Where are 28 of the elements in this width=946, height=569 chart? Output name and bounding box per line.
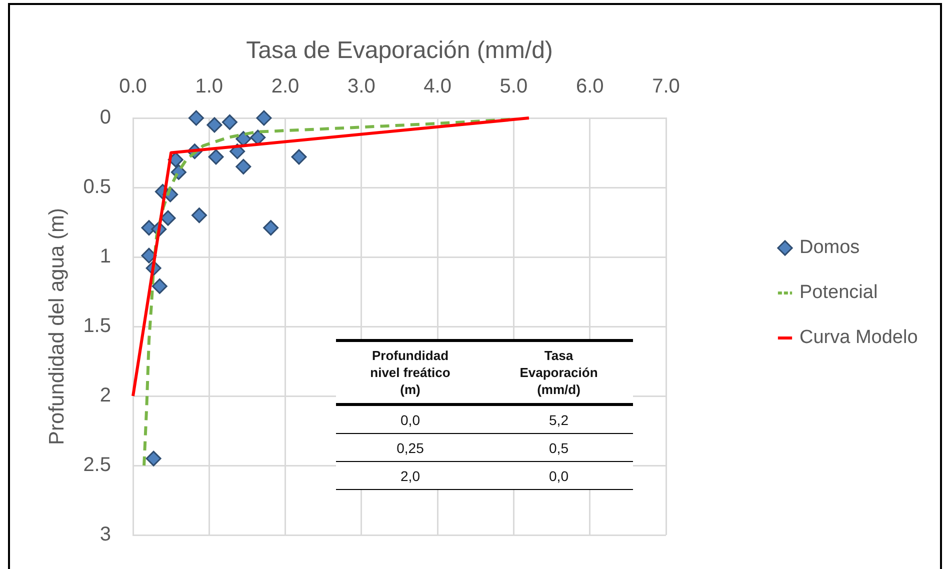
annotation: Profundidad nivel freático (m) <box>369 347 452 398</box>
y-tick-label: 1 <box>100 246 111 268</box>
x-tick-label: 2.0 <box>271 76 300 98</box>
legend-label: Curva Modelo <box>800 327 918 348</box>
y-tick-label: 3 <box>100 524 111 546</box>
x-tick-label: 7.0 <box>652 76 680 98</box>
annotation: 0,25 <box>336 434 484 462</box>
annotation: Tasa Evaporación (mm/d) <box>518 347 599 398</box>
annotation: 0,5 <box>484 434 633 462</box>
annotation: 5,2 <box>484 404 633 434</box>
x-tick-label: 1.0 <box>195 76 224 98</box>
x-axis-title: Tasa de Evaporación (mm/d) <box>246 37 553 64</box>
y-tick-label: 0.5 <box>83 176 111 198</box>
y-axis-title: Profundidad del agua (m) <box>45 208 68 445</box>
x-tick-label: 6.0 <box>576 76 604 98</box>
x-tick-label: 3.0 <box>348 76 376 98</box>
annotation: 0,0 <box>484 462 633 490</box>
annotation: 2,0 <box>336 462 484 490</box>
legend-label: Domos <box>800 237 860 258</box>
x-tick-label: 0.0 <box>119 76 147 98</box>
x-tick-label: 4.0 <box>424 76 452 98</box>
y-tick-label: 2 <box>100 384 111 407</box>
x-tick-label: 5.0 <box>500 76 528 98</box>
annotation: 0,0 <box>336 404 484 434</box>
y-tick-label: 2.5 <box>83 454 111 476</box>
y-tick-label: 1.5 <box>83 315 111 338</box>
legend-label: Potencial <box>800 282 878 304</box>
y-tick-label: 0 <box>100 106 111 129</box>
